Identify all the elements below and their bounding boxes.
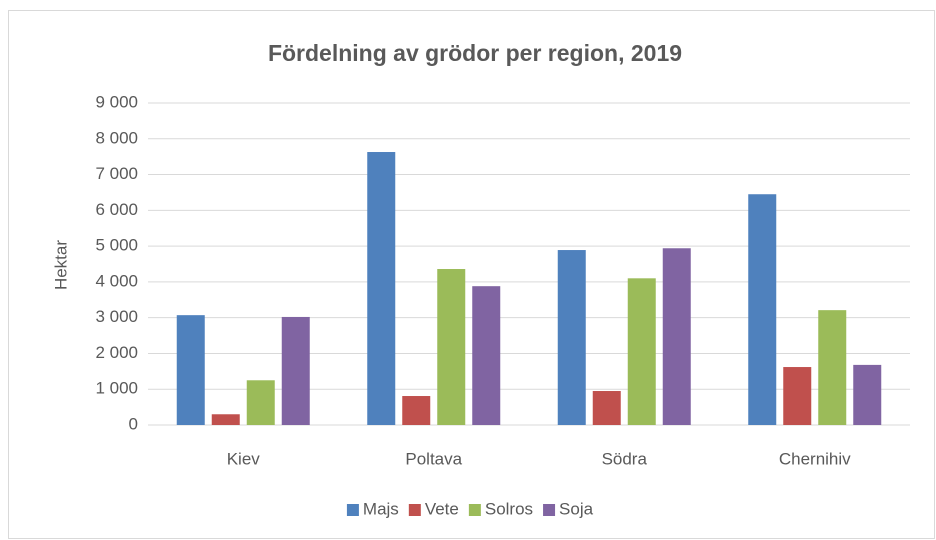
x-tick-label: Chernihiv: [779, 449, 851, 468]
legend-swatch: [346, 504, 359, 516]
y-tick-label: 7 000: [95, 164, 138, 183]
legend-label: Soja: [559, 499, 594, 518]
y-tick-label: 2 000: [95, 343, 138, 362]
legend-label: Majs: [363, 499, 399, 518]
y-tick-label: 8 000: [95, 128, 138, 147]
bar: [592, 391, 621, 425]
y-tick-label: 6 000: [95, 200, 138, 219]
y-tick-label: 0: [129, 414, 138, 433]
bar: [662, 248, 691, 425]
y-tick-label: 4 000: [95, 271, 138, 290]
bar: [627, 278, 656, 425]
legend-swatch: [468, 504, 481, 516]
bar: [367, 152, 396, 425]
bar: [281, 316, 310, 425]
legend-swatch: [543, 504, 556, 516]
x-tick-label: Kiev: [227, 449, 261, 468]
y-tick-label: 1 000: [95, 379, 138, 398]
chart-title: Fördelning av grödor per region, 2019: [268, 40, 682, 66]
bar: [176, 315, 205, 425]
bar: [211, 414, 240, 425]
bar: [246, 380, 275, 425]
legend-label: Solros: [485, 499, 533, 518]
bar: [472, 286, 501, 425]
bar: [748, 194, 777, 425]
y-tick-label: 5 000: [95, 236, 138, 255]
bar: [402, 396, 431, 425]
bar: [818, 310, 847, 425]
x-tick-label: Södra: [602, 449, 648, 468]
bar: [557, 250, 586, 425]
legend-swatch: [408, 504, 421, 516]
bar: [853, 364, 882, 425]
bar: [437, 269, 466, 425]
legend-label: Vete: [425, 499, 459, 518]
bar: [783, 367, 812, 425]
y-tick-label: 3 000: [95, 307, 138, 326]
x-tick-label: Poltava: [405, 449, 462, 468]
y-axis-label: Hektar: [51, 240, 70, 290]
y-tick-label: 9 000: [95, 92, 138, 111]
chart-border: [8, 10, 935, 539]
